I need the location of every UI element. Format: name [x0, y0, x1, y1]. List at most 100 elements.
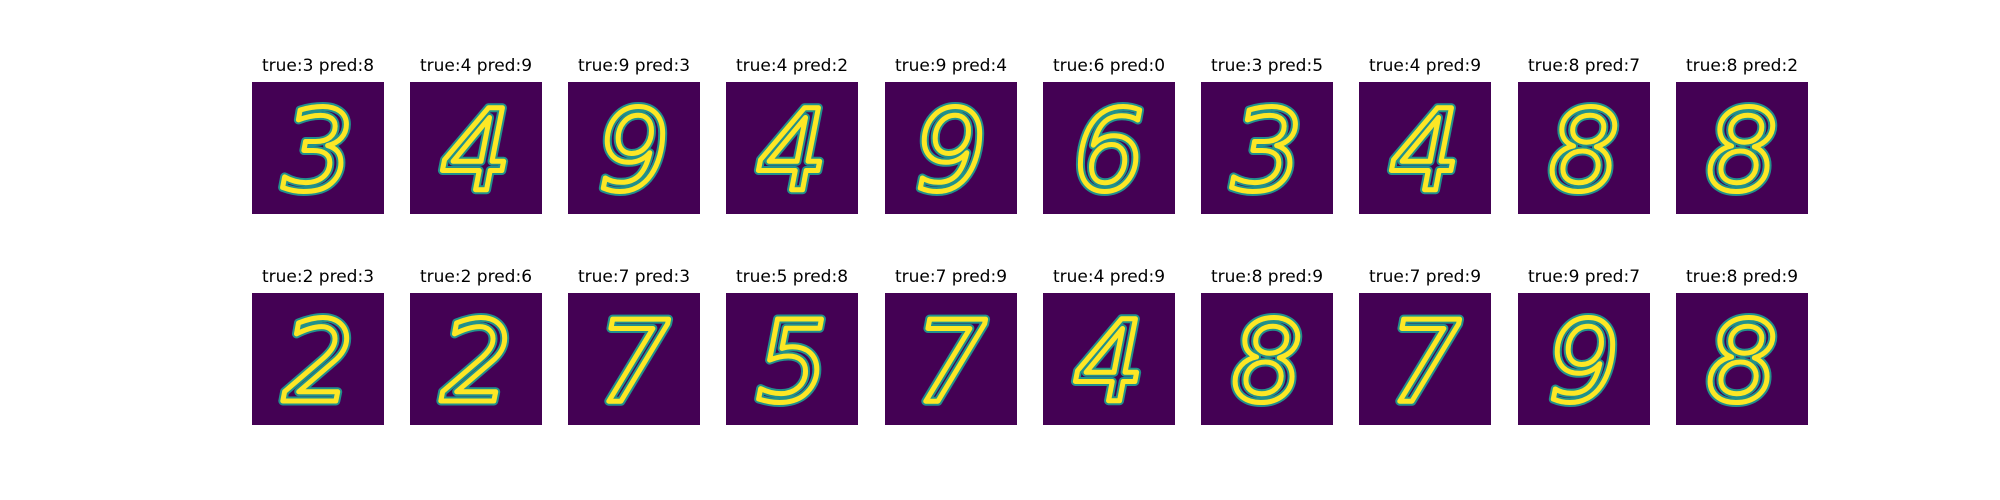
handwritten-digit-glyph: 44 [436, 83, 516, 215]
handwritten-digit-glyph: 99 [594, 83, 674, 215]
panel-title: true:9 pred:4 [894, 56, 1008, 76]
panel-title: true:7 pred:3 [577, 267, 691, 287]
panel-title: true:7 pred:9 [1368, 267, 1482, 287]
handwritten-digit-glyph: 77 [594, 294, 674, 426]
svg-text:3: 3 [1231, 87, 1302, 214]
svg-text:6: 6 [1073, 87, 1144, 214]
svg-text:8: 8 [1548, 87, 1619, 214]
svg-text:4: 4 [440, 87, 511, 214]
handwritten-digit-glyph: 55 [752, 294, 832, 426]
svg-text:8: 8 [1706, 298, 1777, 425]
svg-text:5: 5 [756, 298, 827, 425]
handwritten-digit-glyph: 66 [1069, 83, 1149, 215]
handwritten-digit-glyph: 44 [1069, 294, 1149, 426]
svg-text:7: 7 [915, 298, 986, 425]
svg-text:2: 2 [282, 298, 353, 425]
svg-text:7: 7 [598, 298, 669, 425]
svg-text:4: 4 [440, 87, 511, 214]
svg-text:8: 8 [1231, 298, 1302, 425]
svg-text:4: 4 [756, 87, 827, 214]
svg-text:8: 8 [1706, 87, 1777, 214]
svg-text:7: 7 [1389, 298, 1460, 425]
handwritten-digit-glyph: 99 [911, 83, 991, 215]
panel-title: true:3 pred:8 [261, 56, 375, 76]
svg-text:9: 9 [1548, 298, 1619, 425]
svg-text:9: 9 [1548, 298, 1619, 425]
svg-text:3: 3 [282, 87, 353, 214]
svg-text:4: 4 [1389, 87, 1460, 214]
panel-title: true:4 pred:2 [735, 56, 849, 76]
handwritten-digit-glyph: 44 [752, 83, 832, 215]
svg-text:9: 9 [915, 87, 986, 214]
svg-text:9: 9 [598, 87, 669, 214]
panel-title: true:2 pred:3 [261, 267, 375, 287]
panel-title: true:5 pred:8 [735, 267, 849, 287]
handwritten-digit-glyph: 88 [1227, 294, 1307, 426]
panel-title: true:8 pred:9 [1685, 267, 1799, 287]
panel-title: true:3 pred:5 [1210, 56, 1324, 76]
handwritten-digit-glyph: 33 [1227, 83, 1307, 215]
panel-title: true:6 pred:0 [1052, 56, 1166, 76]
svg-text:3: 3 [1231, 87, 1302, 214]
svg-text:7: 7 [598, 298, 669, 425]
svg-text:8: 8 [1706, 298, 1777, 425]
handwritten-digit-glyph: 44 [1385, 83, 1465, 215]
panel-title: true:4 pred:9 [1368, 56, 1482, 76]
svg-text:7: 7 [1389, 298, 1460, 425]
svg-text:5: 5 [756, 298, 827, 425]
svg-text:4: 4 [1073, 298, 1144, 425]
panel-title: true:9 pred:7 [1527, 267, 1641, 287]
panel-title: true:7 pred:9 [894, 267, 1008, 287]
svg-text:6: 6 [1073, 87, 1144, 214]
handwritten-digit-glyph: 88 [1702, 294, 1782, 426]
handwritten-digit-glyph: 88 [1544, 83, 1624, 215]
svg-text:2: 2 [282, 298, 353, 425]
panel-title: true:4 pred:9 [1052, 267, 1166, 287]
panel-title: true:8 pred:2 [1685, 56, 1799, 76]
handwritten-digit-glyph: 77 [911, 294, 991, 426]
panel-title: true:8 pred:9 [1210, 267, 1324, 287]
svg-text:4: 4 [1073, 298, 1144, 425]
svg-text:2: 2 [440, 298, 511, 425]
svg-text:2: 2 [440, 298, 511, 425]
handwritten-digit-glyph: 22 [436, 294, 516, 426]
handwritten-digit-glyph: 33 [278, 83, 358, 215]
handwritten-digit-glyph: 22 [278, 294, 358, 426]
panel-title: true:8 pred:7 [1527, 56, 1641, 76]
svg-text:8: 8 [1231, 298, 1302, 425]
panel-title: true:2 pred:6 [419, 267, 533, 287]
svg-text:3: 3 [282, 87, 353, 214]
handwritten-digit-glyph: 77 [1385, 294, 1465, 426]
svg-text:4: 4 [756, 87, 827, 214]
handwritten-digit-glyph: 99 [1544, 294, 1624, 426]
svg-text:4: 4 [1389, 87, 1460, 214]
svg-text:8: 8 [1548, 87, 1619, 214]
panel-title: true:9 pred:3 [577, 56, 691, 76]
svg-text:7: 7 [915, 298, 986, 425]
panel-title: true:4 pred:9 [419, 56, 533, 76]
svg-text:8: 8 [1706, 87, 1777, 214]
handwritten-digit-glyph: 88 [1702, 83, 1782, 215]
svg-text:9: 9 [598, 87, 669, 214]
